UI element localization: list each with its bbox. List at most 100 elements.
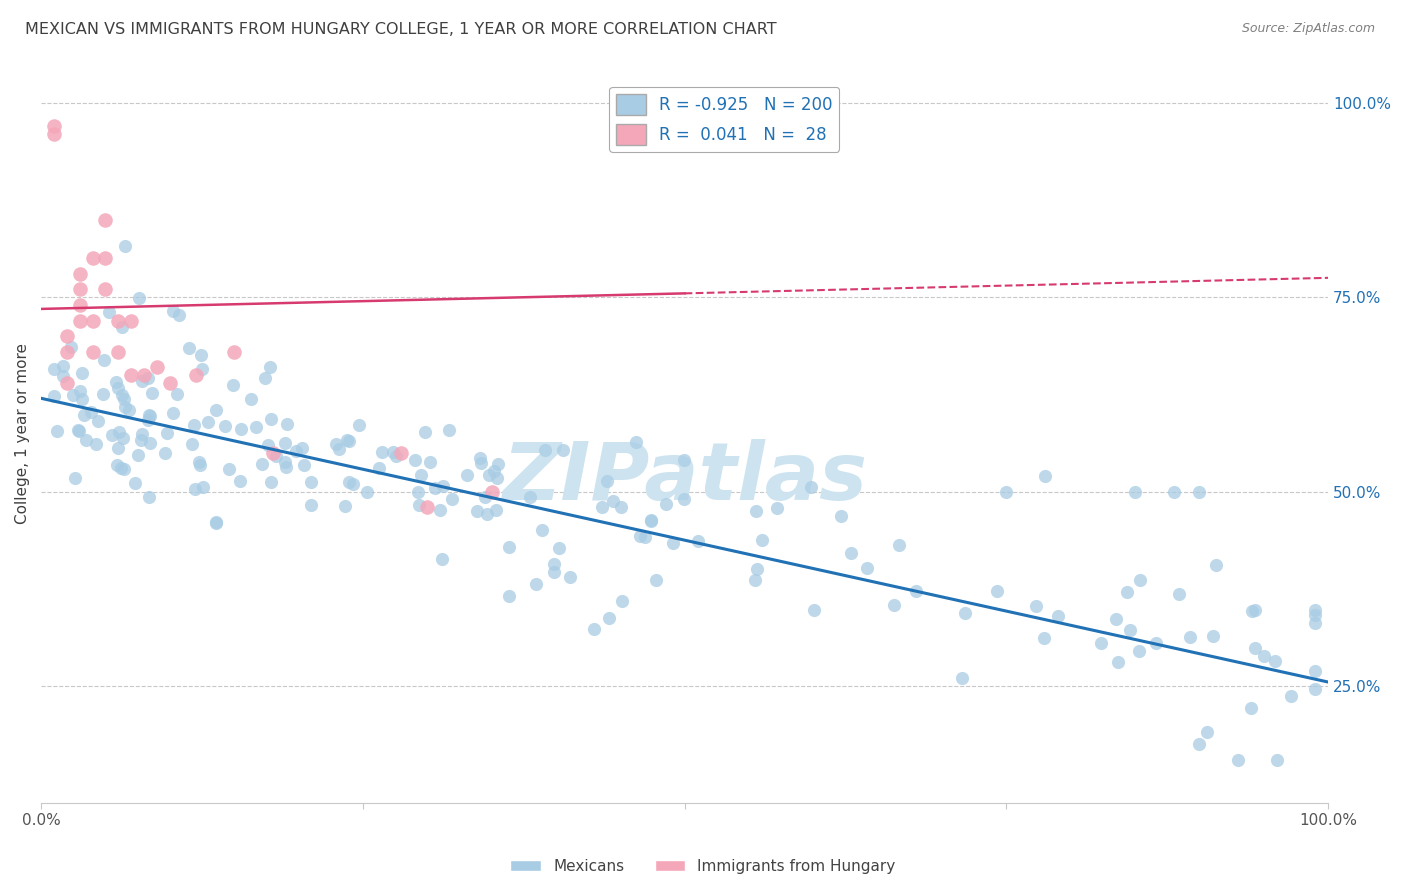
Point (162, 406, 184, 420)
Point (744, 573, 766, 587)
Point (1163, 484, 1185, 499)
Point (82, 252, 104, 266)
Point (342, 476, 364, 491)
Point (56, 376, 79, 390)
Point (1303, 607, 1326, 622)
Point (524, 577, 547, 591)
Point (582, 622, 605, 636)
Point (745, 504, 768, 518)
Point (465, 503, 488, 517)
Point (485, 502, 508, 516)
Point (800, 480, 823, 494)
Point (1243, 603, 1265, 617)
Point (184, 482, 207, 496)
Point (218, 461, 240, 475)
Point (440, 492, 463, 507)
Point (138, 490, 160, 504)
Point (478, 468, 501, 483)
Point (42, 120, 65, 134)
Point (335, 499, 357, 513)
Point (1197, 724, 1219, 739)
Point (1265, 753, 1288, 767)
Point (356, 485, 378, 500)
Point (162, 304, 184, 318)
Point (558, 570, 581, 584)
Point (1303, 615, 1326, 630)
Point (262, 446, 284, 460)
Point (430, 551, 453, 566)
Point (841, 546, 863, 560)
Point (66, 423, 89, 437)
Point (190, 348, 212, 362)
Point (264, 449, 287, 463)
Point (193, 480, 215, 494)
Point (256, 437, 278, 451)
Point (1129, 573, 1152, 587)
Point (128, 291, 150, 305)
Point (486, 457, 509, 471)
Point (245, 420, 267, 434)
Point (1264, 654, 1286, 668)
Point (1032, 631, 1054, 645)
Point (547, 541, 569, 555)
Point (470, 456, 492, 470)
Point (406, 484, 429, 499)
Point (883, 598, 905, 612)
Point (111, 388, 134, 402)
Point (274, 460, 297, 475)
Point (655, 497, 678, 511)
Point (408, 498, 430, 512)
Point (382, 445, 405, 459)
Y-axis label: College, 1 year or more: College, 1 year or more (15, 343, 30, 524)
Point (610, 594, 633, 608)
Point (475, 507, 498, 521)
Point (484, 464, 506, 478)
Point (253, 371, 276, 385)
Point (250, 457, 273, 471)
Point (107, 381, 129, 395)
Point (416, 500, 439, 515)
Point (1240, 700, 1263, 714)
Point (336, 433, 359, 447)
Point (274, 454, 297, 468)
Point (609, 500, 631, 514)
Point (180, 437, 202, 451)
Point (413, 425, 436, 440)
Point (124, 476, 146, 491)
Point (94, 283, 117, 297)
Point (127, 448, 149, 462)
Point (82, 313, 104, 327)
Point (82, 344, 104, 359)
Point (1253, 648, 1275, 663)
Point (229, 422, 252, 436)
Point (131, 427, 153, 442)
Legend: Mexicans, Immigrants from Hungary: Mexicans, Immigrants from Hungary (505, 853, 901, 880)
Point (640, 514, 662, 528)
Point (337, 434, 360, 449)
Point (70, 366, 93, 380)
Point (634, 530, 657, 544)
Point (42, 127, 65, 141)
Point (205, 515, 228, 529)
Point (110, 461, 132, 475)
Point (409, 468, 432, 483)
Point (437, 423, 460, 437)
Point (240, 392, 263, 406)
Point (224, 344, 246, 359)
Point (80, 405, 103, 419)
Point (391, 446, 413, 460)
Point (1188, 737, 1211, 751)
Point (111, 320, 134, 334)
Point (1123, 484, 1146, 499)
Point (69, 283, 91, 297)
Point (1279, 689, 1302, 703)
Point (87, 414, 110, 428)
Point (276, 417, 298, 432)
Point (260, 411, 283, 425)
Point (69, 384, 91, 398)
Point (1188, 484, 1211, 499)
Point (534, 443, 557, 458)
Point (183, 417, 205, 432)
Point (260, 475, 283, 489)
Point (94, 212, 117, 227)
